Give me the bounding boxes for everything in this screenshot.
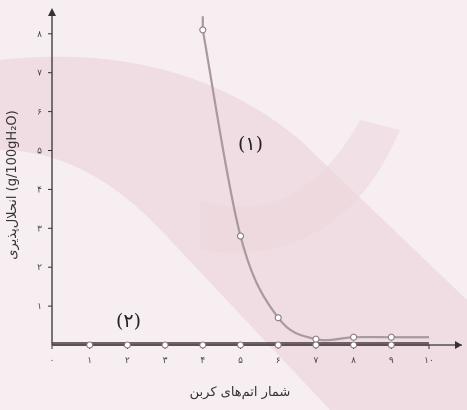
series-2-point — [350, 341, 358, 349]
x-tick-label: ۷ — [313, 356, 318, 366]
series-1-point — [199, 26, 207, 34]
x-tick-label: ۱ — [87, 356, 92, 366]
series-1-label: (۱) — [238, 133, 263, 155]
y-tick-label: ۵ — [37, 147, 42, 157]
y-tick-label: ۳ — [37, 224, 42, 234]
x-tick-label: ۲ — [125, 356, 130, 366]
x-tick-label: ۴ — [200, 356, 205, 366]
y-tick-label: ۷ — [37, 69, 42, 79]
y-tick-label: ۶ — [37, 108, 42, 118]
series-2-point — [86, 341, 94, 349]
x-tick-label: ۶ — [276, 356, 281, 366]
series-1-point — [236, 232, 245, 240]
series-1-point — [350, 333, 358, 341]
x-axis-title: شمار اتم‌های کربن — [190, 385, 291, 400]
series-1-point — [312, 335, 320, 343]
axes: ۰ ۱ ۲ ۳ ۴ ۵ ۶ ۷ ۸ ۹ ۱۰ ۱ ۲ ۳ ۴ ۵ ۶ ۷ ۸ — [37, 8, 462, 366]
y-axis-title: انحلال‌پذیری (g/100gH₂O) — [5, 110, 20, 259]
series-layer — [52, 16, 429, 349]
x-tick-label: ۱۰ — [424, 356, 434, 366]
y-tick-label: ۱ — [37, 302, 42, 312]
series-2-point — [312, 341, 320, 349]
y-tick-label: ۲ — [37, 263, 42, 273]
series-2-point — [274, 341, 282, 349]
x-tick-label: ۹ — [389, 356, 394, 366]
x-axis-arrow — [455, 341, 462, 349]
y-tick-label: ۸ — [37, 30, 42, 40]
y-tick-label: ۴ — [37, 185, 42, 195]
x-tick-label: ۳ — [163, 356, 168, 366]
series-1-line — [201, 16, 429, 342]
series-1-point — [274, 314, 282, 322]
x-tick-label: ۰ — [50, 356, 55, 366]
series-2-label: (۲) — [116, 310, 141, 332]
x-tick-label: ۵ — [238, 356, 243, 366]
y-axis-arrow — [48, 8, 56, 16]
series-2-point — [199, 341, 207, 349]
series-2-point — [161, 341, 169, 349]
series-2-point — [387, 341, 395, 349]
series-1-point — [387, 333, 395, 341]
x-tick-label: ۸ — [351, 356, 356, 366]
series-2-point — [123, 341, 131, 349]
series-2-point — [236, 341, 245, 349]
